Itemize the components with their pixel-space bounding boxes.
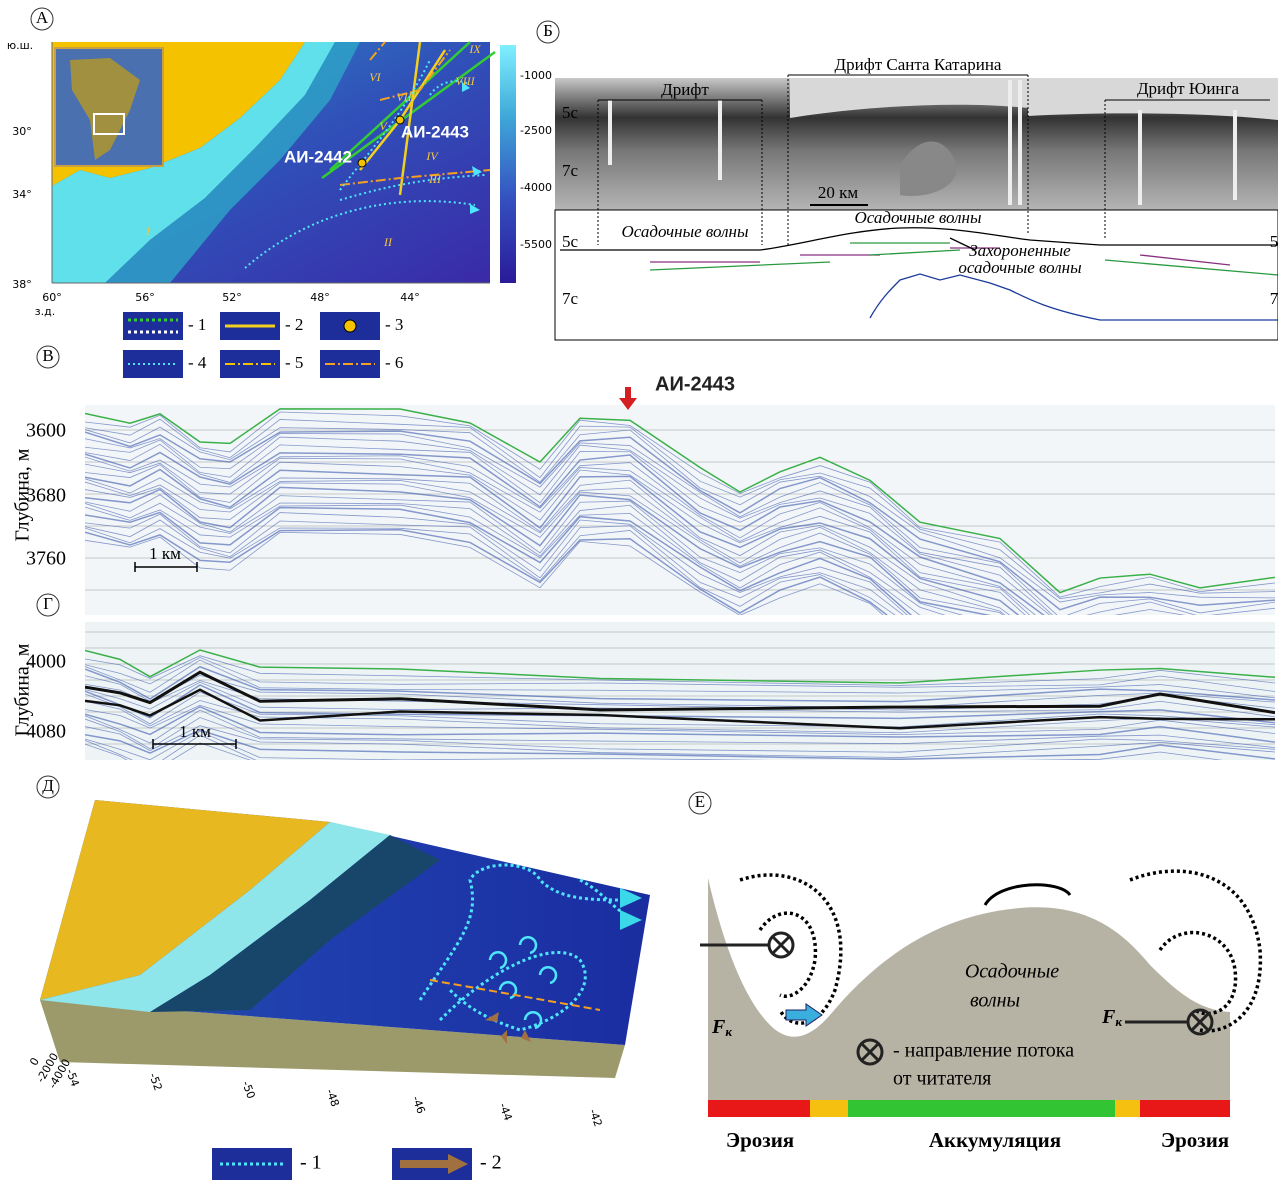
label: VII (396, 90, 412, 104)
label: волны (970, 990, 1020, 1012)
label: 56° (135, 291, 155, 304)
label: Дрифт (661, 80, 709, 99)
label: Е (695, 792, 705, 811)
label: 5 (1270, 232, 1278, 251)
label: IX (468, 42, 481, 56)
label: 3680 (26, 485, 66, 507)
label: -42 (586, 1107, 604, 1128)
label: VIII (455, 74, 475, 88)
label: -48 (323, 1087, 341, 1108)
label: 44° (400, 291, 420, 304)
label: В (42, 346, 53, 365)
label: Аккумуляция (929, 1128, 1061, 1152)
label: 38° (12, 278, 32, 291)
label: - 1 (300, 1152, 322, 1174)
label: АИ-2443 (655, 373, 735, 395)
force-sub: к (725, 1024, 732, 1039)
force-sub: к (1115, 1014, 1122, 1029)
label: Дрифт Санта Катарина (835, 55, 1002, 74)
label: - направление потока (893, 1040, 1074, 1062)
label: 1 км (179, 722, 211, 741)
label: IV (425, 149, 439, 163)
label: 3760 (26, 548, 66, 570)
label: 4080 (26, 721, 66, 743)
label: Дрифт Юинга (1137, 79, 1240, 98)
label: -1000 (520, 69, 552, 82)
figure: Аю.ш.30°34°38°60°56°52°48°44°з.д.IIIIIII… (0, 0, 1278, 1185)
force: F (1101, 1006, 1116, 1028)
label: - 3 (385, 315, 403, 334)
label: -52 (146, 1071, 164, 1092)
label: 60° (42, 291, 62, 304)
label: 7с (562, 161, 579, 180)
panel-d-block (37, 776, 650, 1180)
label: 34° (12, 188, 32, 201)
label: Эрозия (1161, 1128, 1229, 1152)
label: 4000 (26, 651, 66, 673)
label: 7с (562, 289, 579, 308)
panel-g-profile (37, 594, 1275, 777)
label: -44 (496, 1101, 514, 1122)
label: АИ-2442 (284, 147, 352, 166)
label: III (428, 172, 442, 186)
label: А (36, 8, 49, 27)
label: -46 (409, 1094, 427, 1115)
label: 48° (310, 291, 330, 304)
label: от читателя (893, 1068, 991, 1090)
label: 30° (12, 125, 32, 138)
force: F (711, 1016, 726, 1038)
label: 1 км (149, 544, 181, 563)
panel-a-map (31, 8, 516, 378)
label: 5с (562, 103, 579, 122)
label: 20 км (818, 183, 859, 202)
label: 3600 (26, 420, 66, 442)
label: - 1 (188, 315, 206, 334)
label: осадочные волны (958, 258, 1081, 277)
label: Д (42, 776, 54, 795)
label: -2500 (520, 124, 552, 137)
label: II (383, 235, 393, 249)
label: Г (43, 594, 53, 613)
label: - 4 (188, 353, 207, 372)
label: - 2 (285, 315, 303, 334)
label: ю.ш. (7, 39, 33, 52)
label: -50 (239, 1079, 257, 1100)
label: VI (369, 70, 381, 84)
label: 7 (1270, 289, 1278, 308)
label: Осадочные волны (622, 222, 749, 241)
label: АИ-2443 (401, 122, 469, 141)
label: 5с (562, 232, 579, 251)
label: 0 (27, 1055, 42, 1068)
label: Б (543, 21, 553, 40)
label: з.д. (35, 305, 55, 318)
label: Эрозия (726, 1128, 794, 1152)
label: - 2 (480, 1152, 502, 1174)
label: Осадочные волны (855, 208, 982, 227)
label: -5500 (520, 238, 552, 251)
label: - 5 (285, 353, 303, 372)
label: -4000 (520, 181, 552, 194)
label: 52° (222, 291, 242, 304)
label: - 6 (385, 353, 403, 372)
label: -54 (63, 1067, 81, 1088)
label: Осадочные (965, 961, 1059, 983)
